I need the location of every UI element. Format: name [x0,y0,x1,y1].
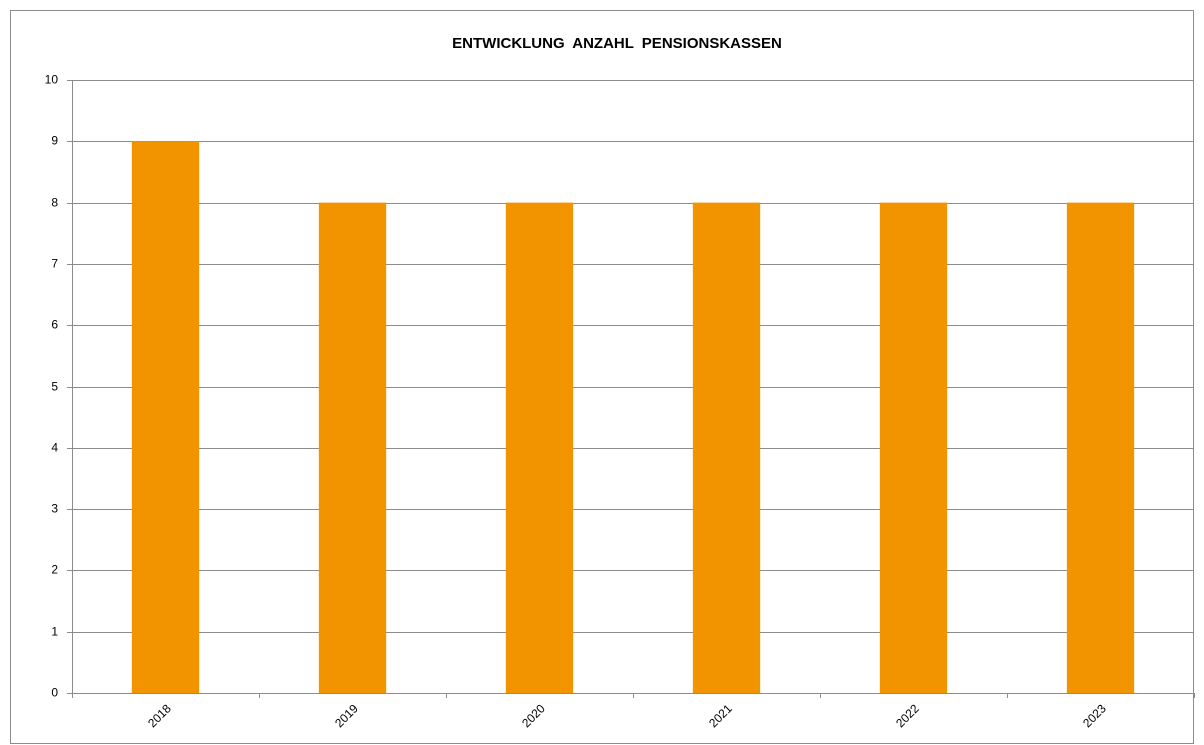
y-tick-label: 9 [51,134,58,148]
chart-frame [10,10,1194,744]
bar [1066,202,1135,693]
bar [131,141,200,694]
y-tick-label: 6 [51,318,58,332]
y-tick-label: 3 [51,502,58,516]
y-tick-label: 5 [51,380,58,394]
bar [318,202,387,693]
y-tick-label: 4 [51,441,58,455]
y-tick-label: 2 [51,563,58,577]
chart-title: ENTWICKLUNG ANZAHL PENSIONSKASSEN [452,35,782,52]
y-tick-label: 7 [51,257,58,271]
y-tick-label: 0 [51,686,58,700]
y-tick-label: 8 [51,196,58,210]
bar [879,202,948,693]
y-tick-label: 1 [51,625,58,639]
y-tick-label: 10 [45,73,59,87]
bar [505,202,574,693]
bar [692,202,761,693]
